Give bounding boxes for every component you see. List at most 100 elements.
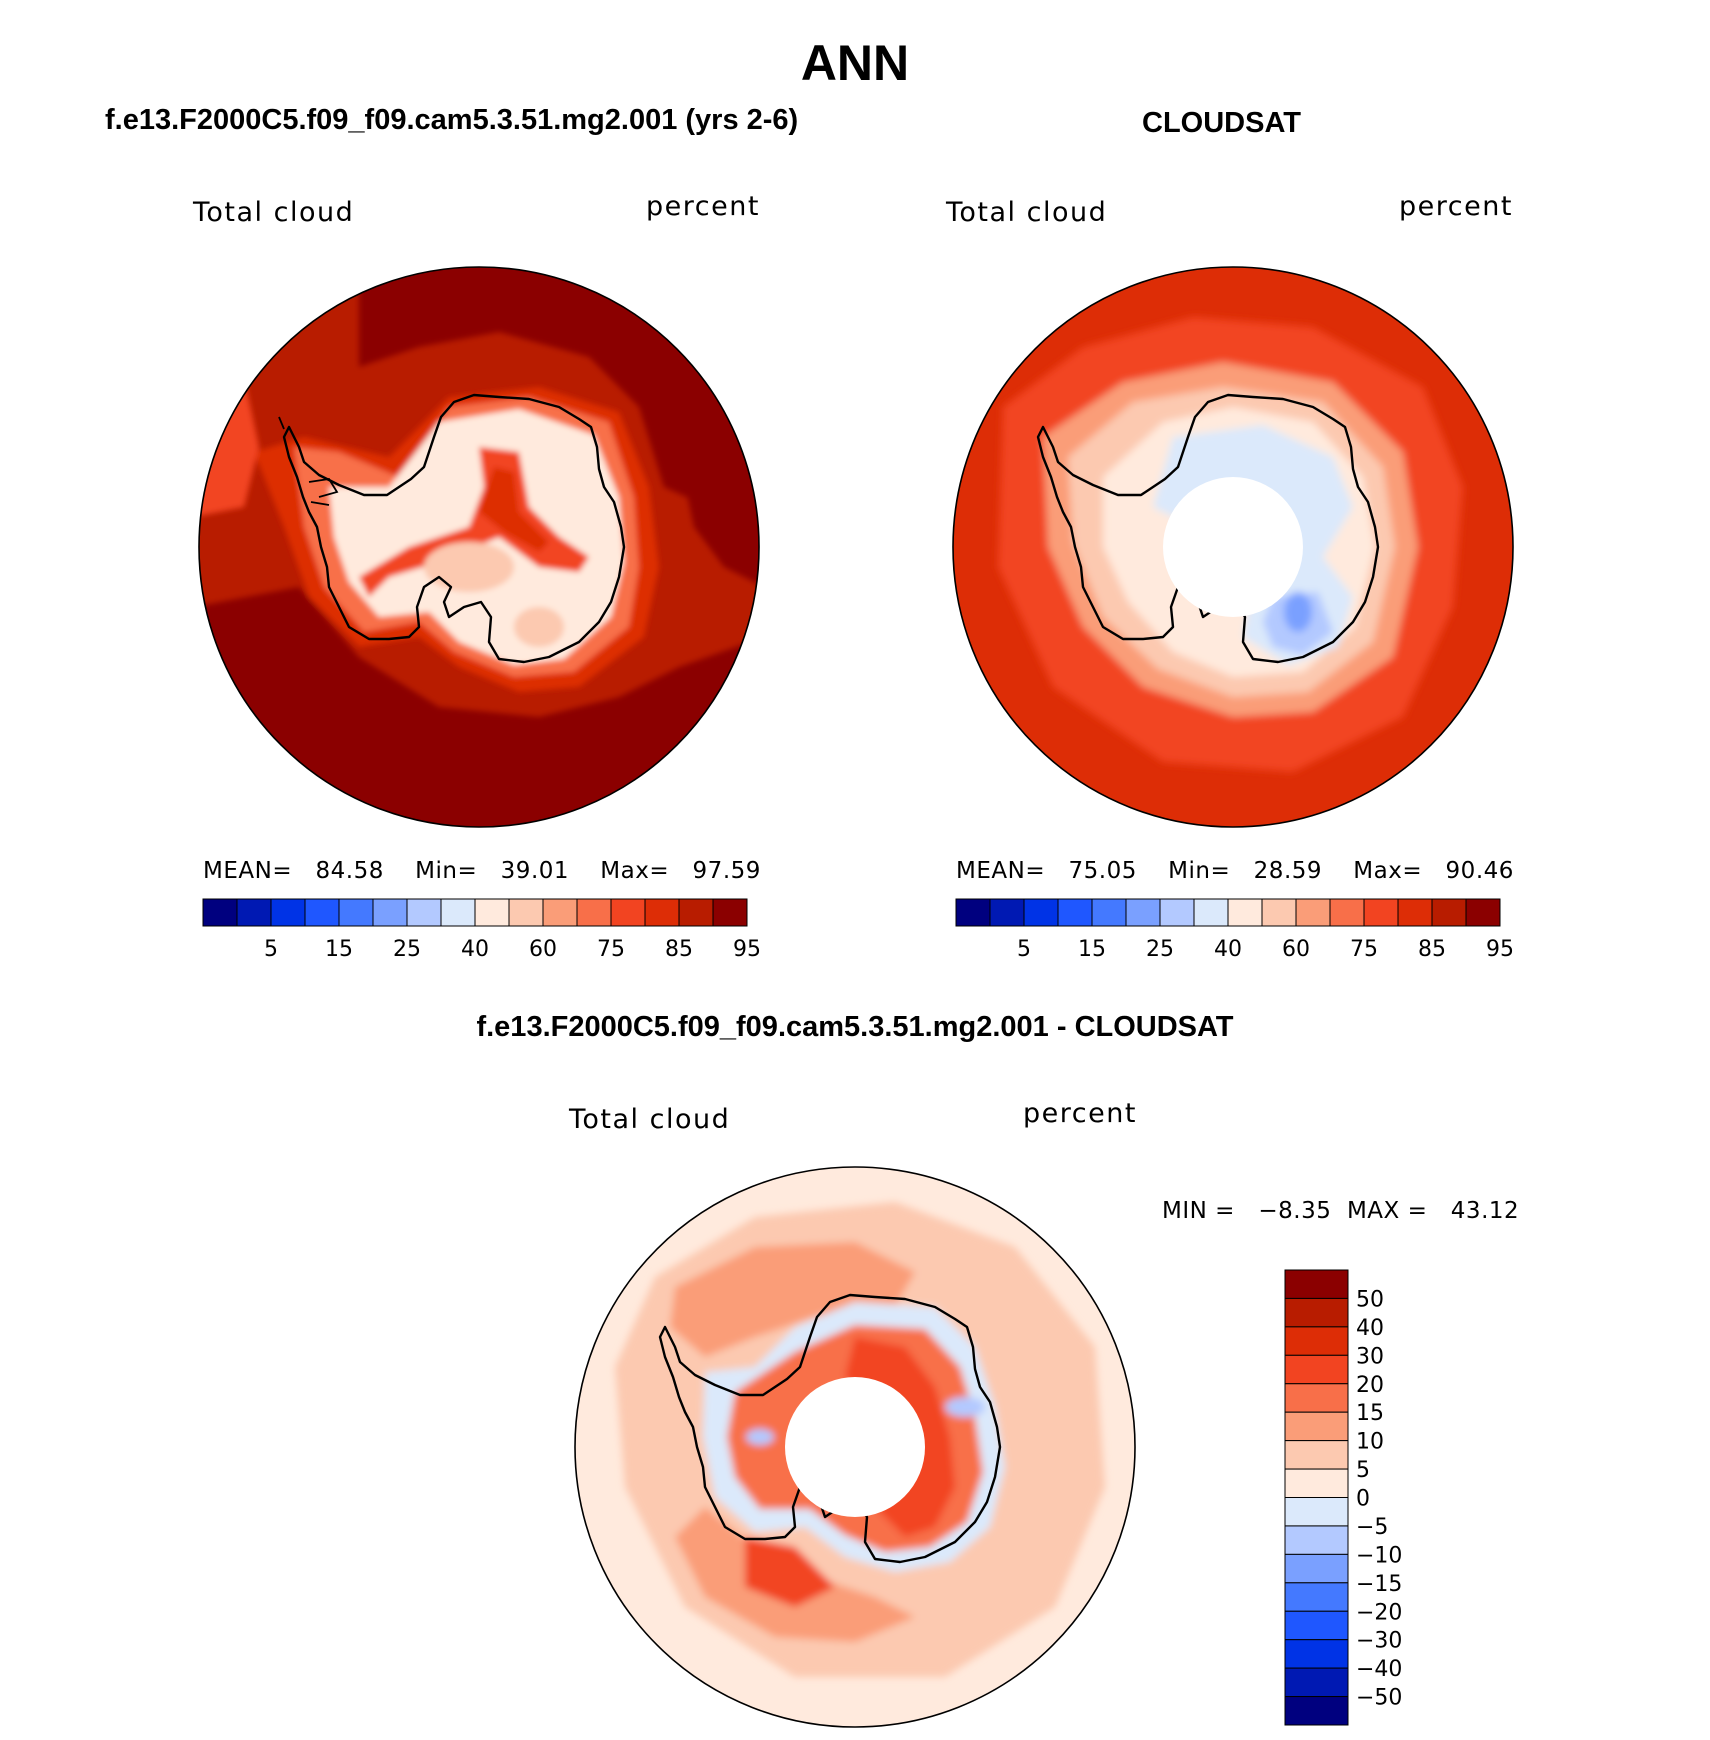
panel3-variable-label: Total cloud [569,1104,731,1135]
panel2-colorbar-box [1261,898,1297,927]
panel3-colorbar-box [1284,1354,1349,1385]
panel2-map-border [952,266,1514,828]
panel1-mean-value: 84.58 [315,858,384,884]
panel1-interior-ridge-inner [479,467,549,552]
panel2-colorbar-box [1057,898,1093,927]
panel2-colorbar-label: 95 [1486,937,1514,962]
panel1-min-value: 39.01 [500,858,570,884]
panel3-colorbar-label: −10 [1356,1543,1402,1568]
panel1-colorbar-box [372,898,408,927]
panel3-colorbar-label: 20 [1356,1373,1384,1398]
panel3-colorbar-label: −20 [1356,1600,1402,1625]
panel2-colorbar-box [1023,898,1059,927]
panel2-colorbar-box [1125,898,1161,927]
panel3-colorbar-label: −40 [1356,1657,1402,1682]
panel2-mean-label: MEAN= [956,858,1046,884]
panel1-colorbar-box [406,898,442,927]
panel3-colorbar-label: 15 [1356,1401,1384,1426]
panel1-mean-label: MEAN= [203,858,293,884]
panel2-coastline [1036,393,1380,664]
panel2-colorbar-box [1329,898,1365,927]
panel1-colorbar-box [440,898,476,927]
panel2-map [952,266,1514,828]
panel2-colorbar-box [1193,898,1229,927]
panel1-interior-pale-2 [514,607,564,647]
panel2-colorbar-box [1091,898,1127,927]
panel1-colorbar-label: 15 [325,937,353,962]
panel1-variable-label: Total cloud [193,197,355,228]
panel3-coastline [658,1293,1002,1564]
panel2-max-label: Max= [1353,858,1423,884]
panel1-colorbar-box [202,898,238,927]
panel2-colorbar-label: 15 [1078,937,1106,962]
panel1-interior-pale [424,542,514,592]
panel1-colorbar-box [338,898,374,927]
panel1-map-border [198,266,760,828]
panel3-colorbar-label: −15 [1356,1572,1402,1597]
panel3-map [574,1166,1136,1728]
panel2-colorbar-box [1397,898,1433,927]
panel2-colorbar-box [1295,898,1331,927]
panel3-colorbar-box [1284,1269,1349,1299]
panel2-max-value: 90.46 [1445,858,1514,884]
panel2-colorbar-label: 75 [1350,937,1378,962]
panel2-colorbar-label: 25 [1146,937,1174,962]
panel1-units-label: percent [646,191,760,222]
panel2-interior-min [1284,592,1312,632]
panel3-interior-low-east [945,1397,985,1417]
panel1-colorbar-label: 40 [461,937,489,962]
panel1-colorbar-box [508,898,544,927]
panel3-colorbar-box [1284,1582,1349,1612]
panel1-colorbar-box [712,898,748,927]
panel3-colorbar-label: −50 [1356,1686,1402,1711]
panel3-colorbar-label: 30 [1356,1344,1384,1369]
panel-bottom-title: f.e13.F2000C5.f09_f09.cam5.3.51.mg2.001 … [476,1011,1234,1043]
panel3-colorbar-box [1284,1383,1349,1413]
panel1-colorbar-box [542,898,578,927]
panel3-colorbar-box [1284,1610,1349,1641]
panel-left-title: f.e13.F2000C5.f09_f09.cam5.3.51.mg2.001 … [105,104,799,136]
figure-title: ANN [800,35,910,91]
panel3-colorbar-label: 50 [1356,1287,1384,1312]
panel1-colorbar-box [474,898,510,927]
panel-right-title: CLOUDSAT [1142,107,1301,139]
panel3-colorbar-box [1284,1553,1349,1584]
panel2-colorbar-box [1431,898,1467,927]
panel2-min-value: 28.59 [1253,858,1323,884]
panel3-units-label: percent [1023,1098,1137,1129]
panel2-mean-value: 75.05 [1068,858,1137,884]
panel1-max-value: 97.59 [692,858,761,884]
panel1-colorbar-box [304,898,340,927]
panel3-colorbar-box [1284,1440,1349,1470]
panel3-map-border [574,1166,1136,1728]
panel2-min-label: Min= [1168,858,1231,884]
panel2-colorbar-box [955,898,991,927]
panel3-colorbar-box [1284,1326,1349,1356]
panel2-units-label: percent [1399,191,1513,222]
panel2-colorbar-label: 85 [1418,937,1446,962]
panel2-colorbar-box [1363,898,1399,927]
panel1-colorbar-box [678,898,714,927]
panel2-polar-hole [1163,477,1303,617]
panel3-polar-hole [785,1377,925,1517]
panel1-colorbar-label: 95 [733,937,761,962]
panel2-colorbar-label: 5 [1017,937,1031,962]
panel1-interior-ridge [359,447,589,597]
panel1-colorbar-box [644,898,680,927]
panel3-colorbar-box [1284,1525,1349,1555]
panel1-colorbar-label: 5 [264,937,278,962]
panel3-colorbar-label: −30 [1356,1629,1402,1654]
panel2-colorbar-box [1227,898,1263,927]
panel1-stats: MEAN= 84.58 Min= 39.01 Max= 97.59 [203,858,761,884]
panel3-colorbar-box [1284,1667,1349,1698]
panel3-ocean-high-north [670,1242,915,1357]
panel3-colorbar-box [1284,1411,1349,1442]
panel2-colorbar-box [989,898,1025,927]
panel1-colorbar-box [270,898,306,927]
panel3-colorbar-label: 5 [1356,1458,1370,1483]
panel2-colorbar-box [1465,898,1501,927]
panel2-colorbar-box [1159,898,1195,927]
panel3-colorbar-label: −5 [1356,1515,1388,1540]
panel3-colorbar-box [1284,1468,1349,1498]
panel3-interior-low-west [746,1429,774,1445]
